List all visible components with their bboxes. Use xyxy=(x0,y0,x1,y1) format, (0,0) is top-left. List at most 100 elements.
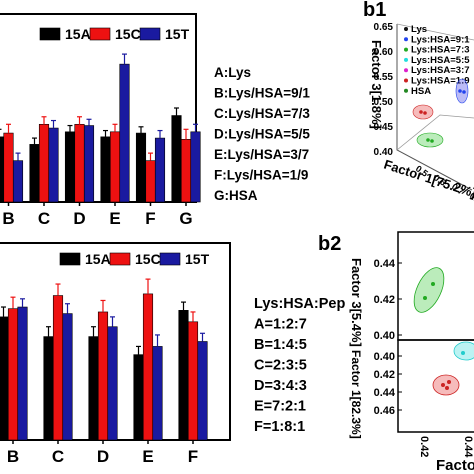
bar-15A-E xyxy=(100,136,111,203)
legend-label-15C: 15C xyxy=(115,26,141,42)
legend-swatch-15C xyxy=(89,27,111,41)
cluster-point xyxy=(447,380,451,384)
x-tick-label-D: D xyxy=(97,447,109,466)
legend-label: Lys:HSA=5:5 xyxy=(411,55,470,66)
bar-15T-E xyxy=(119,63,130,203)
key-line: E=7:2:1 xyxy=(254,399,306,415)
bar-15A-F xyxy=(178,310,189,441)
bar-15T-F xyxy=(154,137,166,203)
key-line: Lys:HSA:Pep xyxy=(254,296,345,312)
key-line: D:Lys/HSA=5/5 xyxy=(214,127,310,142)
legend-label: Lys xyxy=(411,24,427,35)
bar-15T-G xyxy=(190,131,201,203)
x-tick-label-E: E xyxy=(109,209,120,228)
key-line: D=3:4:3 xyxy=(254,378,307,394)
key-line: B:Lys/HSA=9/1 xyxy=(214,86,310,101)
legend-label: Lys:HSA=3:7 xyxy=(411,65,470,76)
bar-15C-D xyxy=(97,311,109,441)
y-tick-label: 0.42 xyxy=(374,294,395,306)
bar-15T-C xyxy=(48,127,59,203)
x-tick-label-D: D xyxy=(73,209,85,228)
y-tick-label: 0.42 xyxy=(374,369,395,381)
legend-marker xyxy=(404,27,408,31)
plot-frame xyxy=(0,13,197,203)
bar-15A-C xyxy=(43,336,54,441)
bar-15C-C xyxy=(52,295,64,441)
bar-15C-D xyxy=(74,123,85,203)
x-tick-label-F: F xyxy=(145,209,155,228)
legend-swatch-15C xyxy=(109,252,131,266)
bar-15A-D xyxy=(88,336,99,441)
bar-15T-D xyxy=(83,125,95,203)
legend-marker xyxy=(404,88,408,93)
key-line: A:Lys xyxy=(214,65,251,80)
axis-top xyxy=(396,23,474,41)
legend-label: Lys:HSA=9:1 xyxy=(411,34,470,45)
y-tick-label: 0.44 xyxy=(374,387,396,399)
key-line: A=1:2:7 xyxy=(254,317,307,333)
y-tick-label: 0.50 xyxy=(374,97,394,108)
y-axis-label: Factor 3[5.4%] xyxy=(349,258,364,347)
legend-swatch-15T xyxy=(139,27,161,41)
cluster-point xyxy=(423,111,427,115)
cluster-point xyxy=(430,139,434,143)
cluster-point xyxy=(423,296,427,300)
bar-15C-F xyxy=(145,160,156,203)
legend-marker xyxy=(404,47,408,52)
cluster-point xyxy=(462,90,466,94)
y-tick-label: 0.65 xyxy=(374,22,394,33)
y-tick-label: 0.60 xyxy=(374,47,394,58)
y-tick-label: 0.40 xyxy=(374,147,394,158)
y-tick-label: 0.46 xyxy=(374,405,395,417)
key-top: A:Lys B:Lys/HSA=9/1 C:Lys/HSA=7/3 D:Lys/HSA… xyxy=(214,65,310,203)
key-line: B=1:4:5 xyxy=(254,337,307,353)
y-tick-label: 0.55 xyxy=(374,72,394,83)
bar-15C-E xyxy=(109,131,121,203)
y-axis-label: Factor 3[1.8%] xyxy=(369,40,384,129)
panel-title: b2 xyxy=(318,233,341,255)
x-axis-label: Factor 1[75.2%] xyxy=(382,157,474,201)
bar-15A-D xyxy=(64,131,76,203)
x-axis-label: Factor xyxy=(436,457,474,474)
bar-15T-D xyxy=(107,326,118,441)
bar-15T-E xyxy=(152,346,163,441)
x-tick-label-C: C xyxy=(38,209,50,228)
bar-15A-E xyxy=(133,354,144,441)
bar-15T-C xyxy=(62,313,73,441)
bar-15A-B xyxy=(0,136,5,203)
bar-chart-top: B C D E F G 15A 15C 15T xyxy=(0,13,201,228)
legend-label: HSA xyxy=(411,86,431,97)
legend-label-15A: 15A xyxy=(85,251,111,267)
x-tick-label-G: G xyxy=(179,209,192,228)
cluster-ellipse xyxy=(416,132,444,148)
legend-swatch-15T xyxy=(159,252,181,266)
panel-title: b1 xyxy=(363,0,386,21)
pca-panel-b1: b10.650.600.550.500.450.400.50.60.70.8Fa… xyxy=(363,0,474,206)
legend-swatch-15A xyxy=(59,252,81,266)
axis-back xyxy=(396,114,474,151)
x-tick-label: 0.42 xyxy=(418,436,430,457)
cluster-point xyxy=(461,351,465,355)
legend-label-15T: 15T xyxy=(185,251,210,267)
x-tick-label: 0.44 xyxy=(462,436,474,458)
legend-marker xyxy=(404,37,408,42)
cluster-ellipse xyxy=(455,78,469,104)
legend-label: Lys:HSA=7:3 xyxy=(411,45,470,56)
legend-label-15C: 15C xyxy=(135,251,161,267)
cluster-point xyxy=(458,89,462,93)
legend-swatch-15A xyxy=(39,27,61,41)
bar-15C-C xyxy=(38,123,50,203)
cluster-ellipse xyxy=(412,104,434,120)
bar-chart-bottom: B C D E F 15A 15C 15T xyxy=(0,242,231,466)
bar-15T-B xyxy=(12,160,24,203)
cluster-ellipse xyxy=(413,267,445,313)
legend-marker xyxy=(404,68,408,73)
key-line: C=2:3:5 xyxy=(254,358,307,374)
y-tick-label: 0.40 xyxy=(374,351,395,363)
y-tick-label: 0.45 xyxy=(374,122,394,133)
bar-15C-F xyxy=(187,321,199,441)
y-tick-label: 0.44 xyxy=(374,258,396,270)
bar-15C-B xyxy=(3,132,14,203)
key-line: F:Lys/HSA=1/9 xyxy=(214,168,308,183)
